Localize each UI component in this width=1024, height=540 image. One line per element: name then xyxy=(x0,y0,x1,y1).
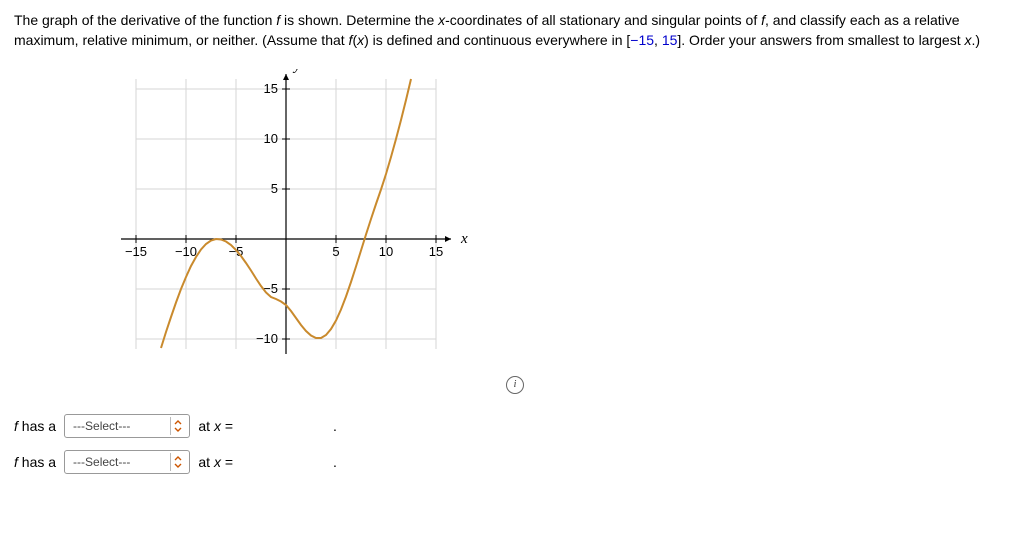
txt: has a xyxy=(18,454,56,470)
svg-text:−10: −10 xyxy=(175,244,197,259)
x-value-input-1[interactable] xyxy=(241,416,325,435)
stepper-icon xyxy=(170,453,185,471)
at-x-eq: at x = xyxy=(198,454,233,470)
classification-select-1[interactable]: ---Select--- xyxy=(64,414,190,438)
svg-text:−15: −15 xyxy=(125,244,147,259)
svg-text:−5: −5 xyxy=(263,281,278,296)
interval: [−15, 15] xyxy=(626,32,681,48)
svg-text:10: 10 xyxy=(264,131,278,146)
at-x-eq: at x = xyxy=(198,418,233,434)
derivative-graph: −15−10−551015−10−551015xy xyxy=(86,69,486,399)
svg-text:x: x xyxy=(460,231,468,247)
answer-row-2: f has a ---Select--- at x = . xyxy=(14,450,1010,474)
graph-container: −15−10−551015−10−551015xy i xyxy=(86,69,486,402)
select-placeholder: ---Select--- xyxy=(73,455,130,469)
problem-statement: The graph of the derivative of the funct… xyxy=(14,10,1010,51)
txt: The graph of the derivative of the funct… xyxy=(14,12,276,28)
answer-row-1: f has a ---Select--- at x = . xyxy=(14,414,1010,438)
txt: is shown. Determine the xyxy=(280,12,438,28)
svg-text:5: 5 xyxy=(332,244,339,259)
txt: has a xyxy=(18,418,56,434)
select-placeholder: ---Select--- xyxy=(73,419,130,433)
svg-text:10: 10 xyxy=(379,244,393,259)
period: . xyxy=(333,454,337,470)
svg-text:15: 15 xyxy=(264,81,278,96)
svg-text:y: y xyxy=(292,69,301,74)
txt: .) xyxy=(971,32,980,48)
classification-select-2[interactable]: ---Select--- xyxy=(64,450,190,474)
period: . xyxy=(333,418,337,434)
txt: -coordinates of all stationary and singu… xyxy=(445,12,761,28)
txt: is defined and continuous everywhere in xyxy=(369,32,627,48)
info-icon[interactable]: i xyxy=(506,376,524,394)
svg-text:−10: −10 xyxy=(256,331,278,346)
stepper-icon xyxy=(170,417,185,435)
svg-text:15: 15 xyxy=(429,244,443,259)
svg-text:5: 5 xyxy=(271,181,278,196)
txt: . Order your answers from smallest to la… xyxy=(681,32,964,48)
x-value-input-2[interactable] xyxy=(241,452,325,471)
